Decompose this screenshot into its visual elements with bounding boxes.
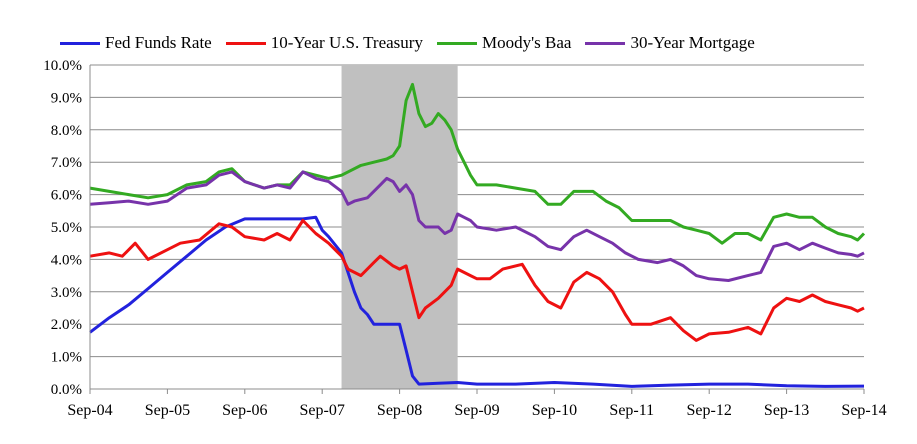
y-tick-label: 0.0%: [51, 382, 82, 398]
y-tick-label: 10.0%: [43, 58, 82, 74]
y-tick-label: 6.0%: [51, 188, 82, 204]
legend: Fed Funds Rate 10-Year U.S. Treasury Moo…: [60, 30, 895, 56]
series-line: [89, 219, 865, 342]
legend-swatch: [225, 41, 266, 45]
x-tick-label: Sep-05: [145, 402, 190, 419]
legend-swatch: [436, 41, 477, 45]
y-tick-label: 2.0%: [51, 317, 82, 333]
y-tick-label: 4.0%: [51, 252, 82, 268]
x-tick-label: Sep-04: [67, 402, 112, 419]
y-tick-label: 5.0%: [51, 220, 82, 236]
x-tick-labels: Sep-04 Sep-05 Sep-06 Sep-07 Sep-08 Sep-09 Sep-…: [67, 402, 886, 419]
y-tick-label: 8.0%: [51, 123, 82, 139]
y-tick-label: 1.0%: [51, 350, 82, 366]
x-tick-label: Sep-10: [532, 402, 577, 419]
series-lines: [89, 82, 866, 388]
y-tick-label: 7.0%: [51, 155, 82, 171]
x-tick-label: Sep-12: [687, 402, 732, 419]
x-tick-label: Sep-11: [609, 402, 654, 419]
legend-label: Fed Funds Rate: [105, 33, 212, 52]
series-line: [89, 215, 865, 388]
x-tick-label: Sep-06: [222, 402, 267, 419]
series-line: [89, 170, 865, 282]
grid-lines: [89, 64, 865, 394]
x-tick-label: Sep-09: [454, 402, 499, 419]
legend-label: 30-Year Mortgage: [630, 33, 755, 52]
x-tick-label: Sep-07: [300, 402, 345, 419]
legend-label: 10-Year U.S. Treasury: [270, 33, 423, 52]
legend-swatch: [585, 41, 626, 45]
y-tick-label: 9.0%: [51, 90, 82, 106]
x-tick-label: Sep-08: [377, 402, 422, 419]
legend-label: Moody's Baa: [481, 33, 572, 52]
legend-swatch: [60, 41, 100, 45]
x-tick-label: Sep-13: [764, 402, 809, 419]
x-tick-label: Sep-14: [841, 402, 886, 419]
legend-item-mortgage: 30-Year Mortgage: [585, 33, 755, 53]
series-line: [89, 82, 866, 245]
legend-item-fed-funds: Fed Funds Rate: [60, 33, 212, 53]
y-tick-labels: 0.0% 1.0% 2.0% 3.0% 4.0% 5.0% 6.0% 7.0% 8.0% 9.0%…: [43, 58, 82, 398]
y-tick-label: 3.0%: [51, 285, 82, 301]
legend-item-treasury: 10-Year U.S. Treasury: [225, 33, 423, 53]
legend-item-baa: Moody's Baa: [436, 33, 572, 53]
